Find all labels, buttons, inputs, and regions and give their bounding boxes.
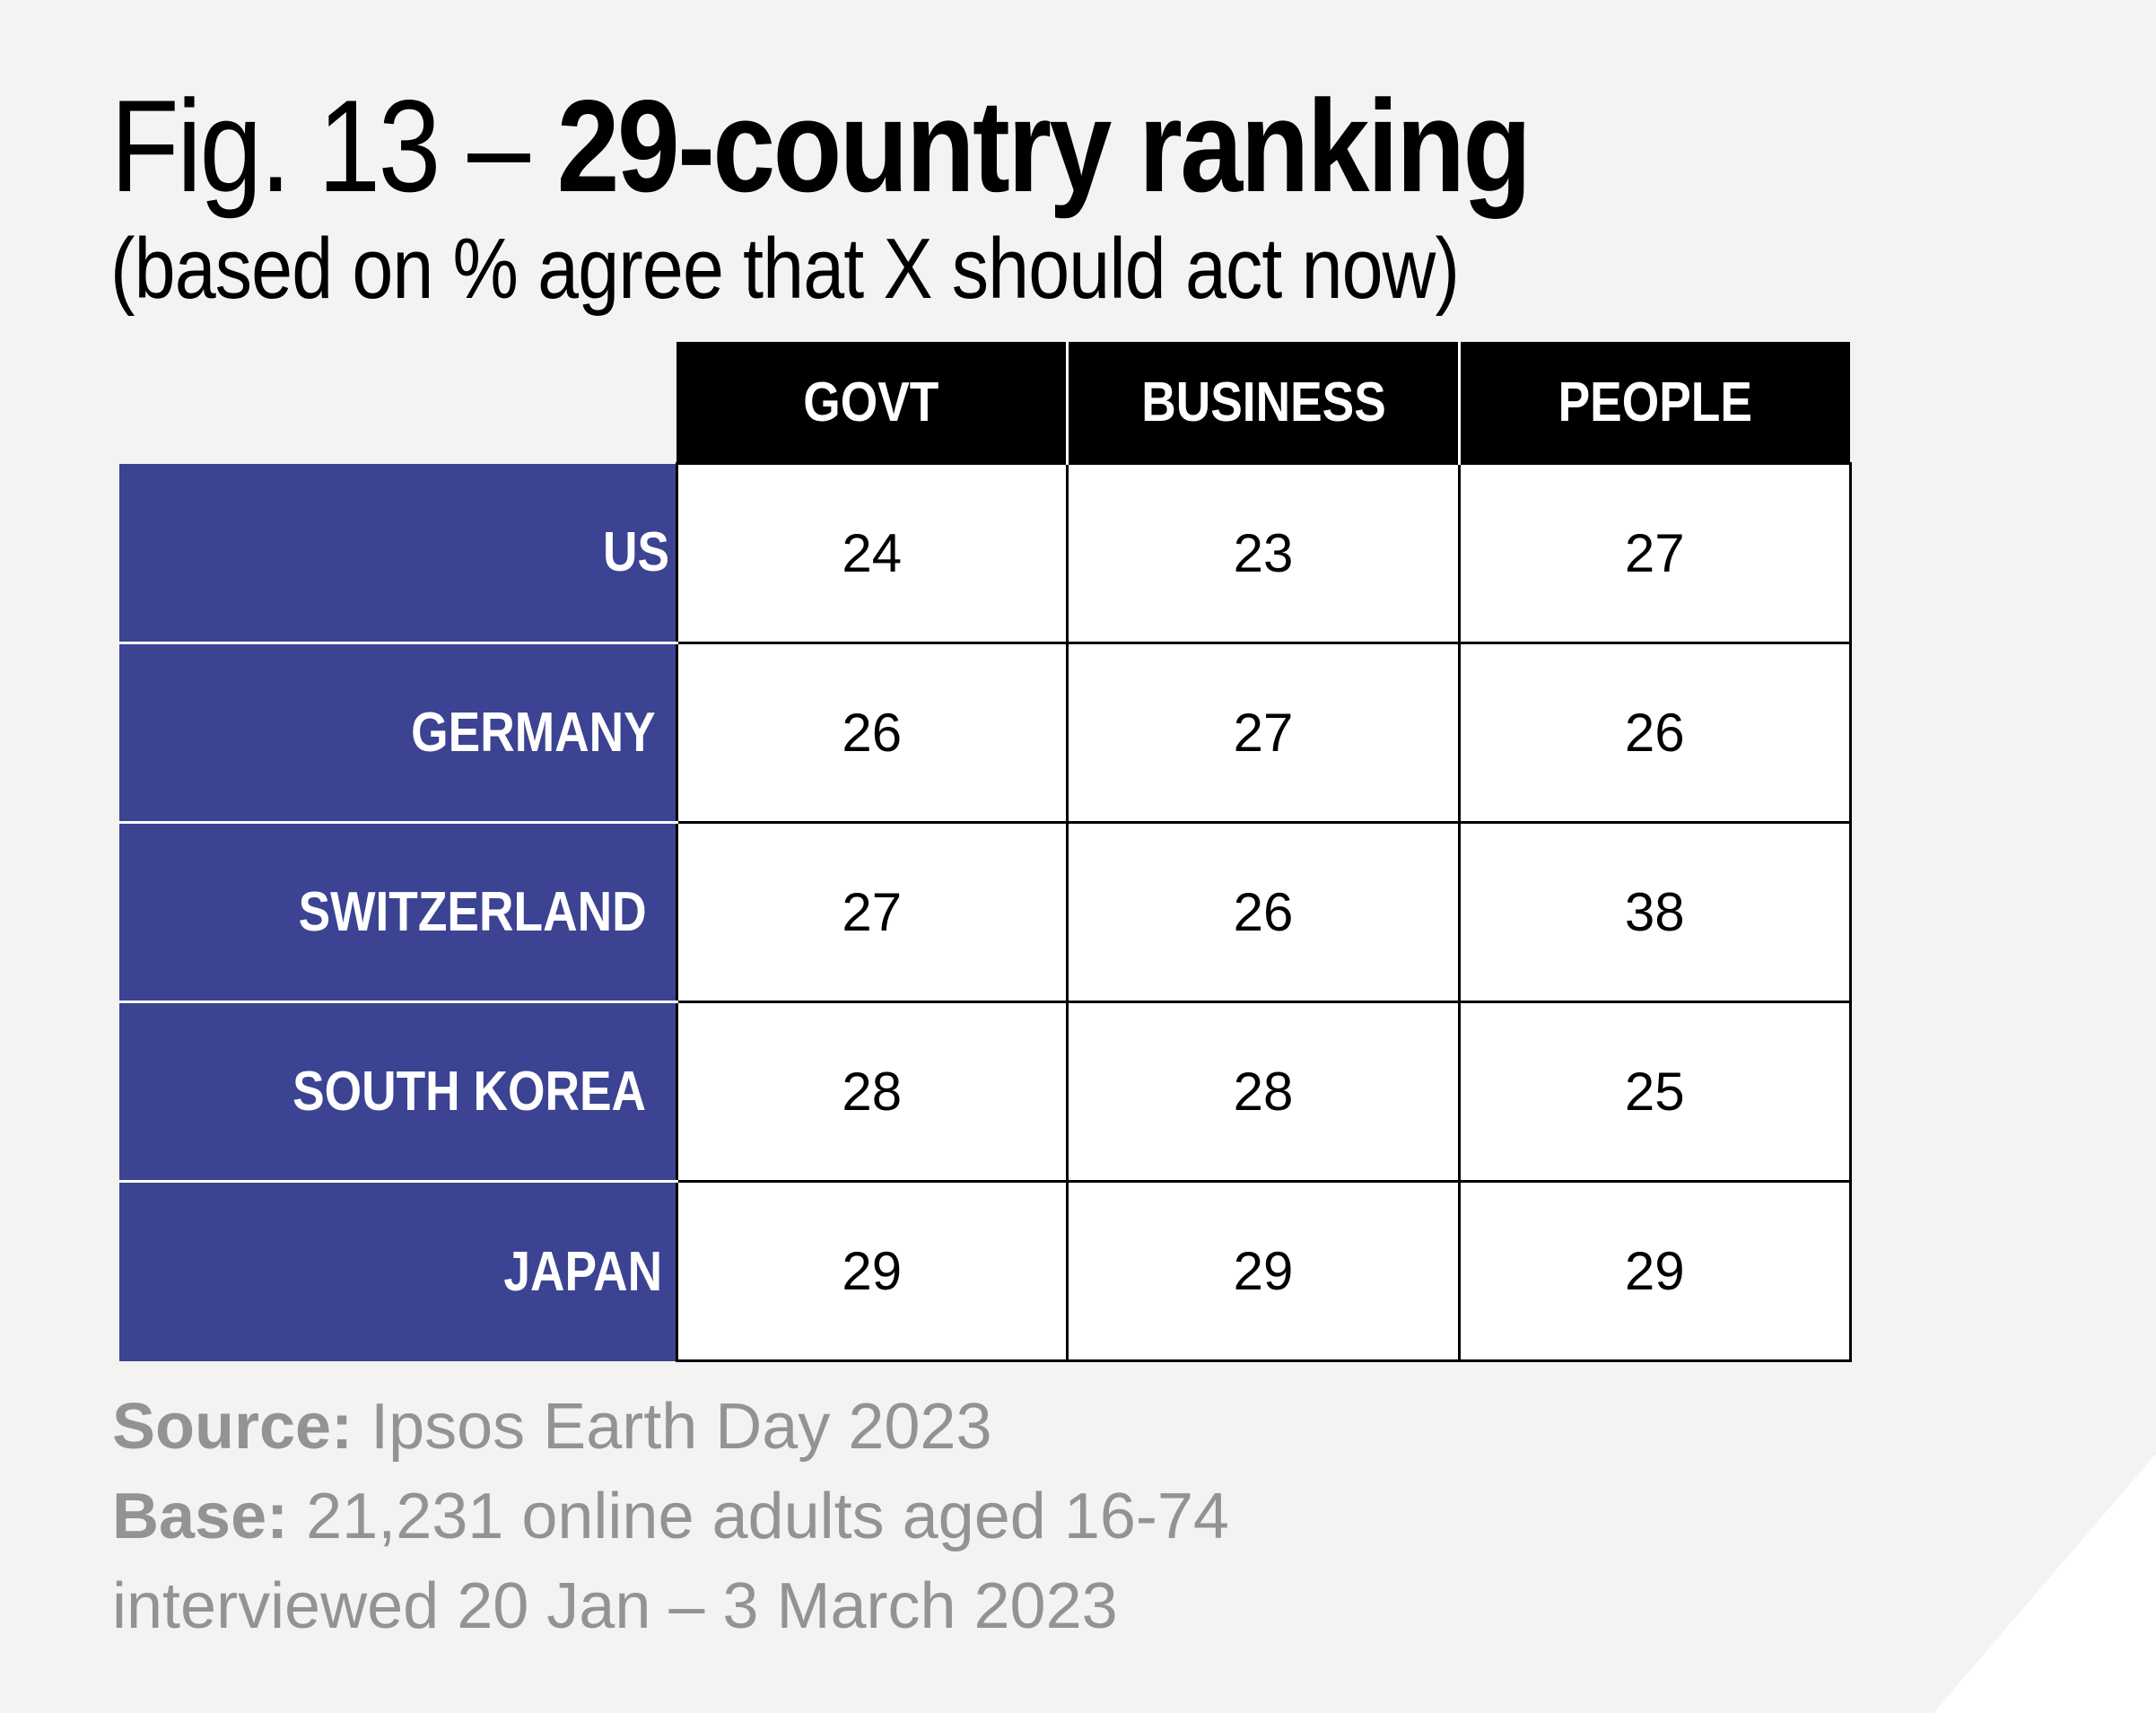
- base-line-2: interviewed 20 Jan – 3 March 2023: [112, 1570, 1118, 1642]
- cell-japan-govt: 29: [675, 1180, 1069, 1362]
- cell-south-korea-govt: 28: [675, 1001, 1069, 1183]
- base-text: 21,231 online adults aged 16-74: [288, 1481, 1229, 1552]
- table-row: GERMANY 26 27 26: [119, 642, 1852, 824]
- column-header-business: BUSINESS: [1066, 342, 1460, 464]
- base-label: Base:: [112, 1481, 289, 1552]
- row-header-japan: JAPAN: [119, 1181, 676, 1361]
- figure-subtitle: (based on % agree that X should act now): [110, 221, 1460, 317]
- figure-footer: Source: Ipsos Earth Day 2023 Base: 21,23…: [112, 1382, 1229, 1651]
- cell-south-korea-people: 25: [1458, 1001, 1852, 1183]
- column-header-govt: GOVT: [676, 342, 1068, 464]
- figure-title: Fig. 13 – 29-country ranking: [110, 70, 1532, 223]
- cell-switzerland-business: 26: [1066, 821, 1461, 1003]
- table-row: SWITZERLAND 27 26 38: [119, 821, 1852, 1003]
- row-header-switzerland: SWITZERLAND: [119, 822, 676, 1003]
- table-header-row: GOVT BUSINESS PEOPLE: [119, 342, 1850, 464]
- figure-title-main: 29-country ranking: [556, 73, 1532, 219]
- row-header-south-korea: SOUTH KOREA: [119, 1001, 676, 1183]
- cell-us-govt: 24: [675, 462, 1069, 644]
- row-header-us: US: [119, 463, 676, 644]
- cell-germany-govt: 26: [675, 642, 1069, 824]
- table-row: US 24 23 27: [119, 462, 1852, 644]
- row-header-germany: GERMANY: [119, 642, 676, 824]
- base-line: Base: 21,231 online adults aged 16-74: [112, 1472, 1229, 1561]
- source-label: Source:: [112, 1391, 354, 1463]
- table-row: JAPAN 29 29 29: [119, 1180, 1852, 1362]
- ranking-table: GOVT BUSINESS PEOPLE US 24 23 27 GERMANY…: [119, 342, 1852, 1362]
- table-row: SOUTH KOREA 28 28 25: [119, 1001, 1852, 1183]
- figure-number: Fig. 13 –: [110, 73, 557, 219]
- source-text: Ipsos Earth Day 2023: [353, 1391, 992, 1463]
- source-line: Source: Ipsos Earth Day 2023: [112, 1382, 1229, 1472]
- cell-japan-people: 29: [1458, 1180, 1852, 1362]
- cell-germany-people: 26: [1458, 642, 1852, 824]
- cell-us-people: 27: [1458, 462, 1852, 644]
- cell-japan-business: 29: [1066, 1180, 1461, 1362]
- cell-switzerland-people: 38: [1458, 821, 1852, 1003]
- cell-south-korea-business: 28: [1066, 1001, 1461, 1183]
- cell-us-business: 23: [1066, 462, 1461, 644]
- cell-germany-business: 27: [1066, 642, 1461, 824]
- table-corner: [119, 342, 676, 464]
- cell-switzerland-govt: 27: [675, 821, 1069, 1003]
- column-header-people: PEOPLE: [1458, 342, 1850, 464]
